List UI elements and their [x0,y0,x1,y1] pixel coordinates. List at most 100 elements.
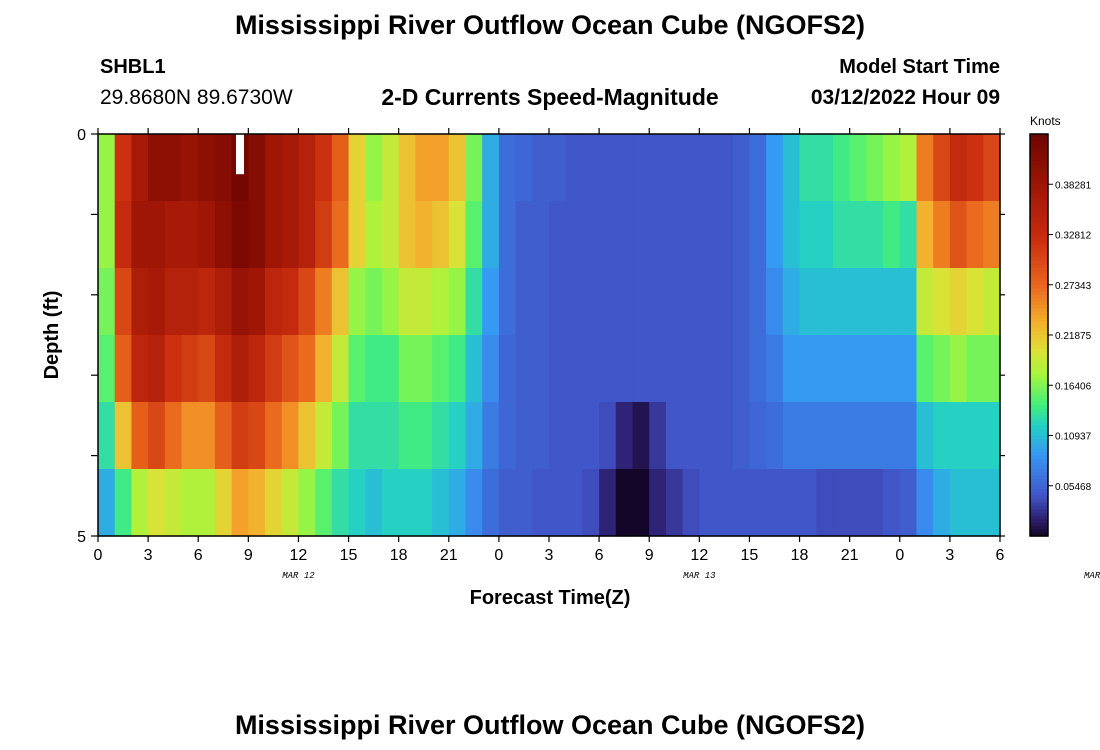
heatmap-cell [732,268,751,336]
heatmap-cell [849,335,867,403]
heatmap-cell [315,134,333,202]
colorbar-segment [1030,221,1048,226]
heatmap-cell [498,469,517,537]
colorbar-segment [1030,405,1048,410]
heatmap-cell [214,469,233,537]
heatmap-cell [131,201,149,269]
heatmap-cell [749,268,767,336]
heatmap-cell [398,335,416,403]
x-tick-label: 3 [945,547,954,564]
heatmap-cell [632,469,650,537]
colorbar-segment [1030,462,1048,467]
heatmap-cell [98,268,116,336]
heatmap-cell [883,335,901,403]
heatmap-cell [214,268,233,336]
heatmap-cell [632,402,650,470]
heatmap-cell [198,268,216,336]
heatmap-cell [933,402,951,470]
heatmap-cell [966,134,984,202]
heatmap-cell [766,201,784,269]
heatmap-cell [916,134,934,202]
colorbar-segment [1030,345,1048,349]
heatmap-cell [983,134,1001,202]
colorbar-segment [1030,174,1048,179]
colorbar-segment [1030,492,1048,497]
x-axis-label: Forecast Time(Z) [470,587,631,609]
heatmap-cell [315,201,333,269]
colorbar-segment [1030,338,1048,343]
colorbar-segment [1030,321,1048,326]
heatmap-cell [98,335,116,403]
colorbar-segment [1030,385,1048,390]
x-tick-label: 6 [194,547,203,564]
heatmap-cell [766,469,784,537]
heatmap-cell [415,469,433,537]
colorbar-segment [1030,268,1048,272]
colorbar-tick-label: 0.27343 [1055,281,1092,292]
heatmap-cell [365,469,383,537]
heatmap-cell [298,268,316,336]
heatmap-cell [281,402,300,470]
heatmap-cell [131,469,149,537]
data-gap-mark [235,134,244,175]
heatmap-cell [916,268,934,336]
colorbar-segment [1030,425,1048,430]
colorbar-segment [1030,432,1048,437]
heatmap-cell [148,335,166,403]
heatmap-cell [816,134,834,202]
heatmap-cell [649,134,667,202]
colorbar-segment [1030,358,1048,363]
colorbar-segment [1030,381,1048,386]
colorbar-segment [1030,144,1048,148]
heatmap-cell [716,335,734,403]
heatmap-cell [415,201,433,269]
heatmap-cell [348,268,366,336]
x-tick-label: 21 [841,547,859,564]
colorbar-segment [1030,264,1048,269]
heatmap-cell [949,335,968,403]
heatmap-cell [164,201,183,269]
heatmap-cell [549,402,567,470]
heatmap-cell [565,335,583,403]
heatmap-cell [933,268,951,336]
colorbar-segment [1030,391,1048,396]
colorbar-segment [1030,341,1048,346]
colorbar-segment [1030,375,1048,380]
heatmap-cell [515,201,533,269]
heatmap-cell [398,469,416,537]
heatmap-cell [749,201,767,269]
colorbar-segment [1030,294,1048,299]
heatmap-cell [615,469,634,537]
heatmap-cell [482,268,500,336]
heatmap-cell [699,335,717,403]
colorbar-segment [1030,291,1048,296]
heatmap-cell [164,402,183,470]
heatmap-cell [632,335,650,403]
heatmap-cell [649,402,667,470]
heatmap-cell [899,335,918,403]
heatmap-cell [699,201,717,269]
heatmap-cell [782,134,801,202]
x-tick-label: 18 [390,547,408,564]
heatmap-cell [281,201,300,269]
colorbar-segment [1030,422,1048,427]
heatmap-cell [716,134,734,202]
heatmap-cell [883,268,901,336]
heatmap-cell [582,268,600,336]
heatmap-cell [966,402,984,470]
heatmap-cell [432,335,450,403]
heatmap-cell [849,134,867,202]
heatmap-cell [899,402,918,470]
heatmap-cell [933,469,951,537]
colorbar-segment [1030,512,1048,517]
colorbar-segment [1030,348,1048,353]
colorbar-segment [1030,324,1048,329]
heatmap-cell [331,335,350,403]
heatmap-cell [281,469,300,537]
heatmap-cell [599,402,617,470]
heatmap-cell [916,335,934,403]
heatmap-cell [699,134,717,202]
colorbar-segment [1030,509,1048,514]
heatmap-cell [198,134,216,202]
heatmap-cell [682,134,700,202]
